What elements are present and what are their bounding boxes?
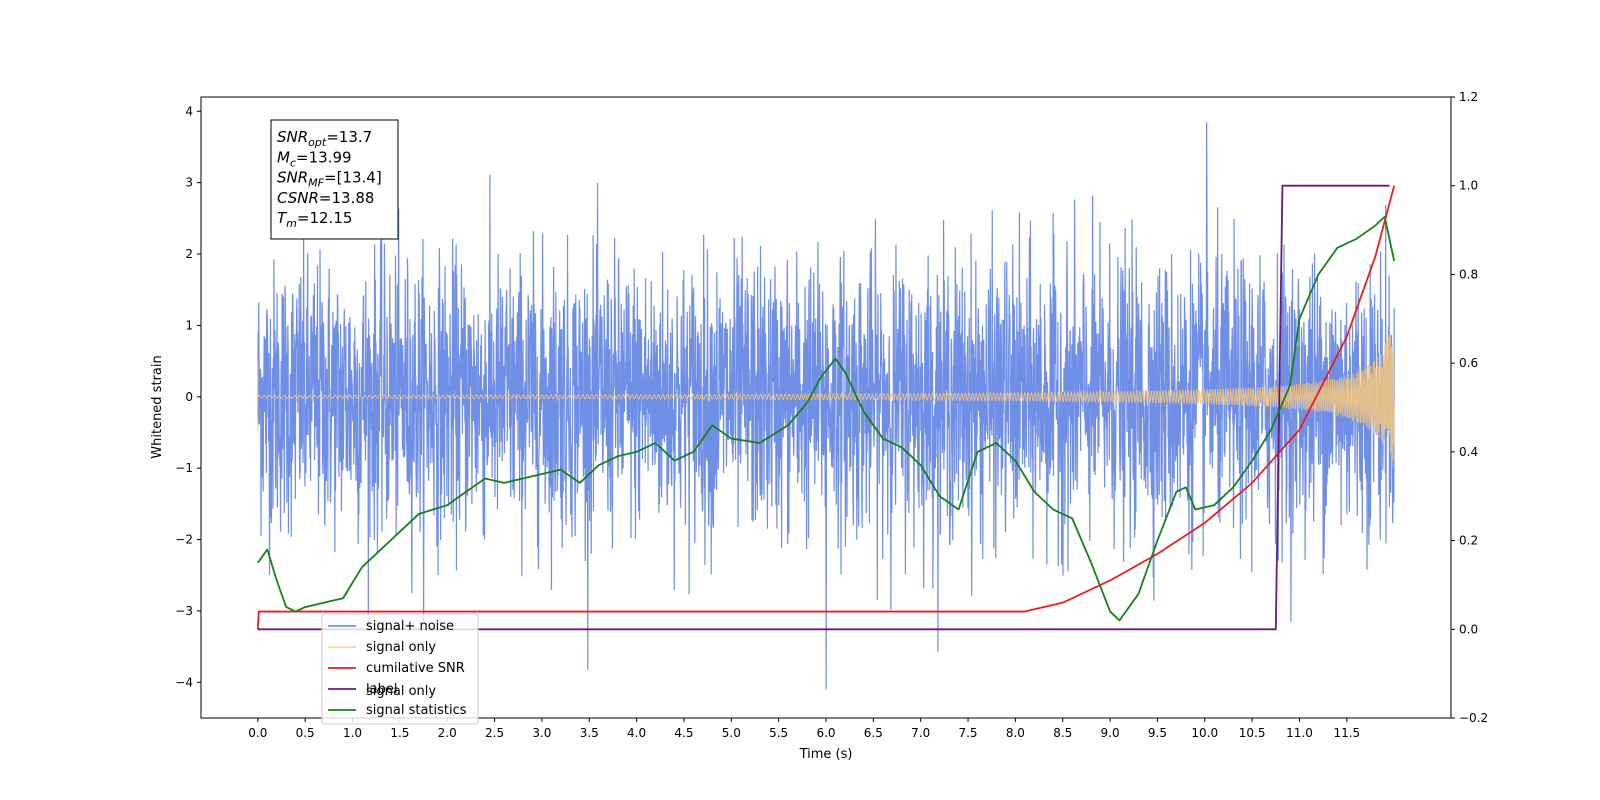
y2-tick-label: 0.8 <box>1459 267 1478 281</box>
y-axis-left: −4 −3 −2 −1 0 1 2 3 4 <box>175 104 201 689</box>
y2-tick-label: 0.4 <box>1459 445 1478 459</box>
x-tick-label: 1.0 <box>343 726 362 740</box>
legend-item-signal-statistics: signal statistics <box>366 703 467 718</box>
y2-tick-label: 0.2 <box>1459 534 1478 548</box>
y-tick-label: −2 <box>175 533 193 547</box>
y2-tick-label: 1.0 <box>1459 179 1478 193</box>
y2-tick-label: 0.0 <box>1459 622 1478 636</box>
legend-item-signal-only: signal only <box>366 640 436 655</box>
series-signal-statistics <box>257 215 1396 622</box>
annotation-line: Mc=13.99 <box>277 148 352 169</box>
y-tick-label: −3 <box>175 604 193 618</box>
y-tick-label: 1 <box>185 318 193 332</box>
x-tick-label: 4.0 <box>627 726 646 740</box>
series-label <box>257 184 1390 631</box>
legend-item-label: label <box>366 682 397 697</box>
series-cumulative-snr <box>256 185 1396 630</box>
x-tick-label: 3.0 <box>532 726 551 740</box>
legend-frame <box>321 613 479 725</box>
annotation-line: SNRopt=13.7 <box>277 128 372 149</box>
legend-item-signal-noise: signal+ noise <box>366 619 454 634</box>
y-tick-label: 3 <box>185 176 193 190</box>
x-tick-label: 0.0 <box>248 726 267 740</box>
y-tick-label: 4 <box>185 104 193 118</box>
y-axis-label: Whitened strain <box>150 355 165 458</box>
x-tick-label: 7.0 <box>911 726 930 740</box>
y2-tick-label: 1.2 <box>1459 90 1478 104</box>
x-tick-label: 11.5 <box>1333 726 1360 740</box>
annotation-box: SNRopt=13.7Mc=13.99SNRMF=[13.4]CSNR=13.8… <box>270 119 399 240</box>
x-tick-label: 8.5 <box>1053 726 1072 740</box>
x-tick-label: 6.5 <box>864 726 883 740</box>
x-tick-label: 5.0 <box>722 726 741 740</box>
annotation-frame <box>270 119 399 240</box>
x-axis-label: Time (s) <box>799 747 853 762</box>
y-tick-label: 2 <box>185 247 193 261</box>
x-tick-label: 4.5 <box>674 726 693 740</box>
x-tick-label: 11.0 <box>1286 726 1313 740</box>
y2-tick-label: 0.6 <box>1459 356 1478 370</box>
x-tick-label: 6.0 <box>816 726 835 740</box>
plot-area <box>256 121 1396 690</box>
x-tick-label: 1.5 <box>390 726 409 740</box>
y-axis-right: −0.2 0.0 0.2 0.4 0.6 0.8 1.0 1.2 <box>1451 90 1488 725</box>
x-axis: 0.0 0.5 1.0 1.5 2.0 2.5 3.0 3.5 4.0 4.5 5.0 5.5 6.0 6… <box>248 718 1360 740</box>
legend-item-cumulative-snr: cumilative SNR <box>366 661 465 676</box>
annotation-line: Tm=12.15 <box>277 209 352 230</box>
x-tick-label: 2.0 <box>438 726 457 740</box>
x-tick-label: 10.5 <box>1239 726 1266 740</box>
y2-tick-label: −0.2 <box>1459 711 1488 725</box>
y-tick-label: −1 <box>175 461 193 475</box>
x-tick-label: 9.0 <box>1101 726 1120 740</box>
x-tick-label: 5.5 <box>769 726 788 740</box>
x-tick-label: 9.5 <box>1148 726 1167 740</box>
y-tick-label: 0 <box>185 390 193 404</box>
x-tick-label: 0.5 <box>296 726 315 740</box>
x-tick-label: 2.5 <box>485 726 504 740</box>
x-tick-label: 7.5 <box>958 726 977 740</box>
annotation-line: SNRMF=[13.4] <box>277 169 382 190</box>
y-tick-label: −4 <box>175 675 193 689</box>
series-signal-only <box>257 319 1395 469</box>
annotation-line: CSNR=13.88 <box>277 189 374 207</box>
x-tick-label: 10.0 <box>1191 726 1218 740</box>
x-tick-label: 8.0 <box>1006 726 1025 740</box>
x-tick-label: 3.5 <box>580 726 599 740</box>
legend: signal only signal+ noise signal only cumil… <box>321 613 479 725</box>
legend-ghost-text: signal only <box>366 684 436 699</box>
series-signal-plus-noise <box>257 121 1395 690</box>
